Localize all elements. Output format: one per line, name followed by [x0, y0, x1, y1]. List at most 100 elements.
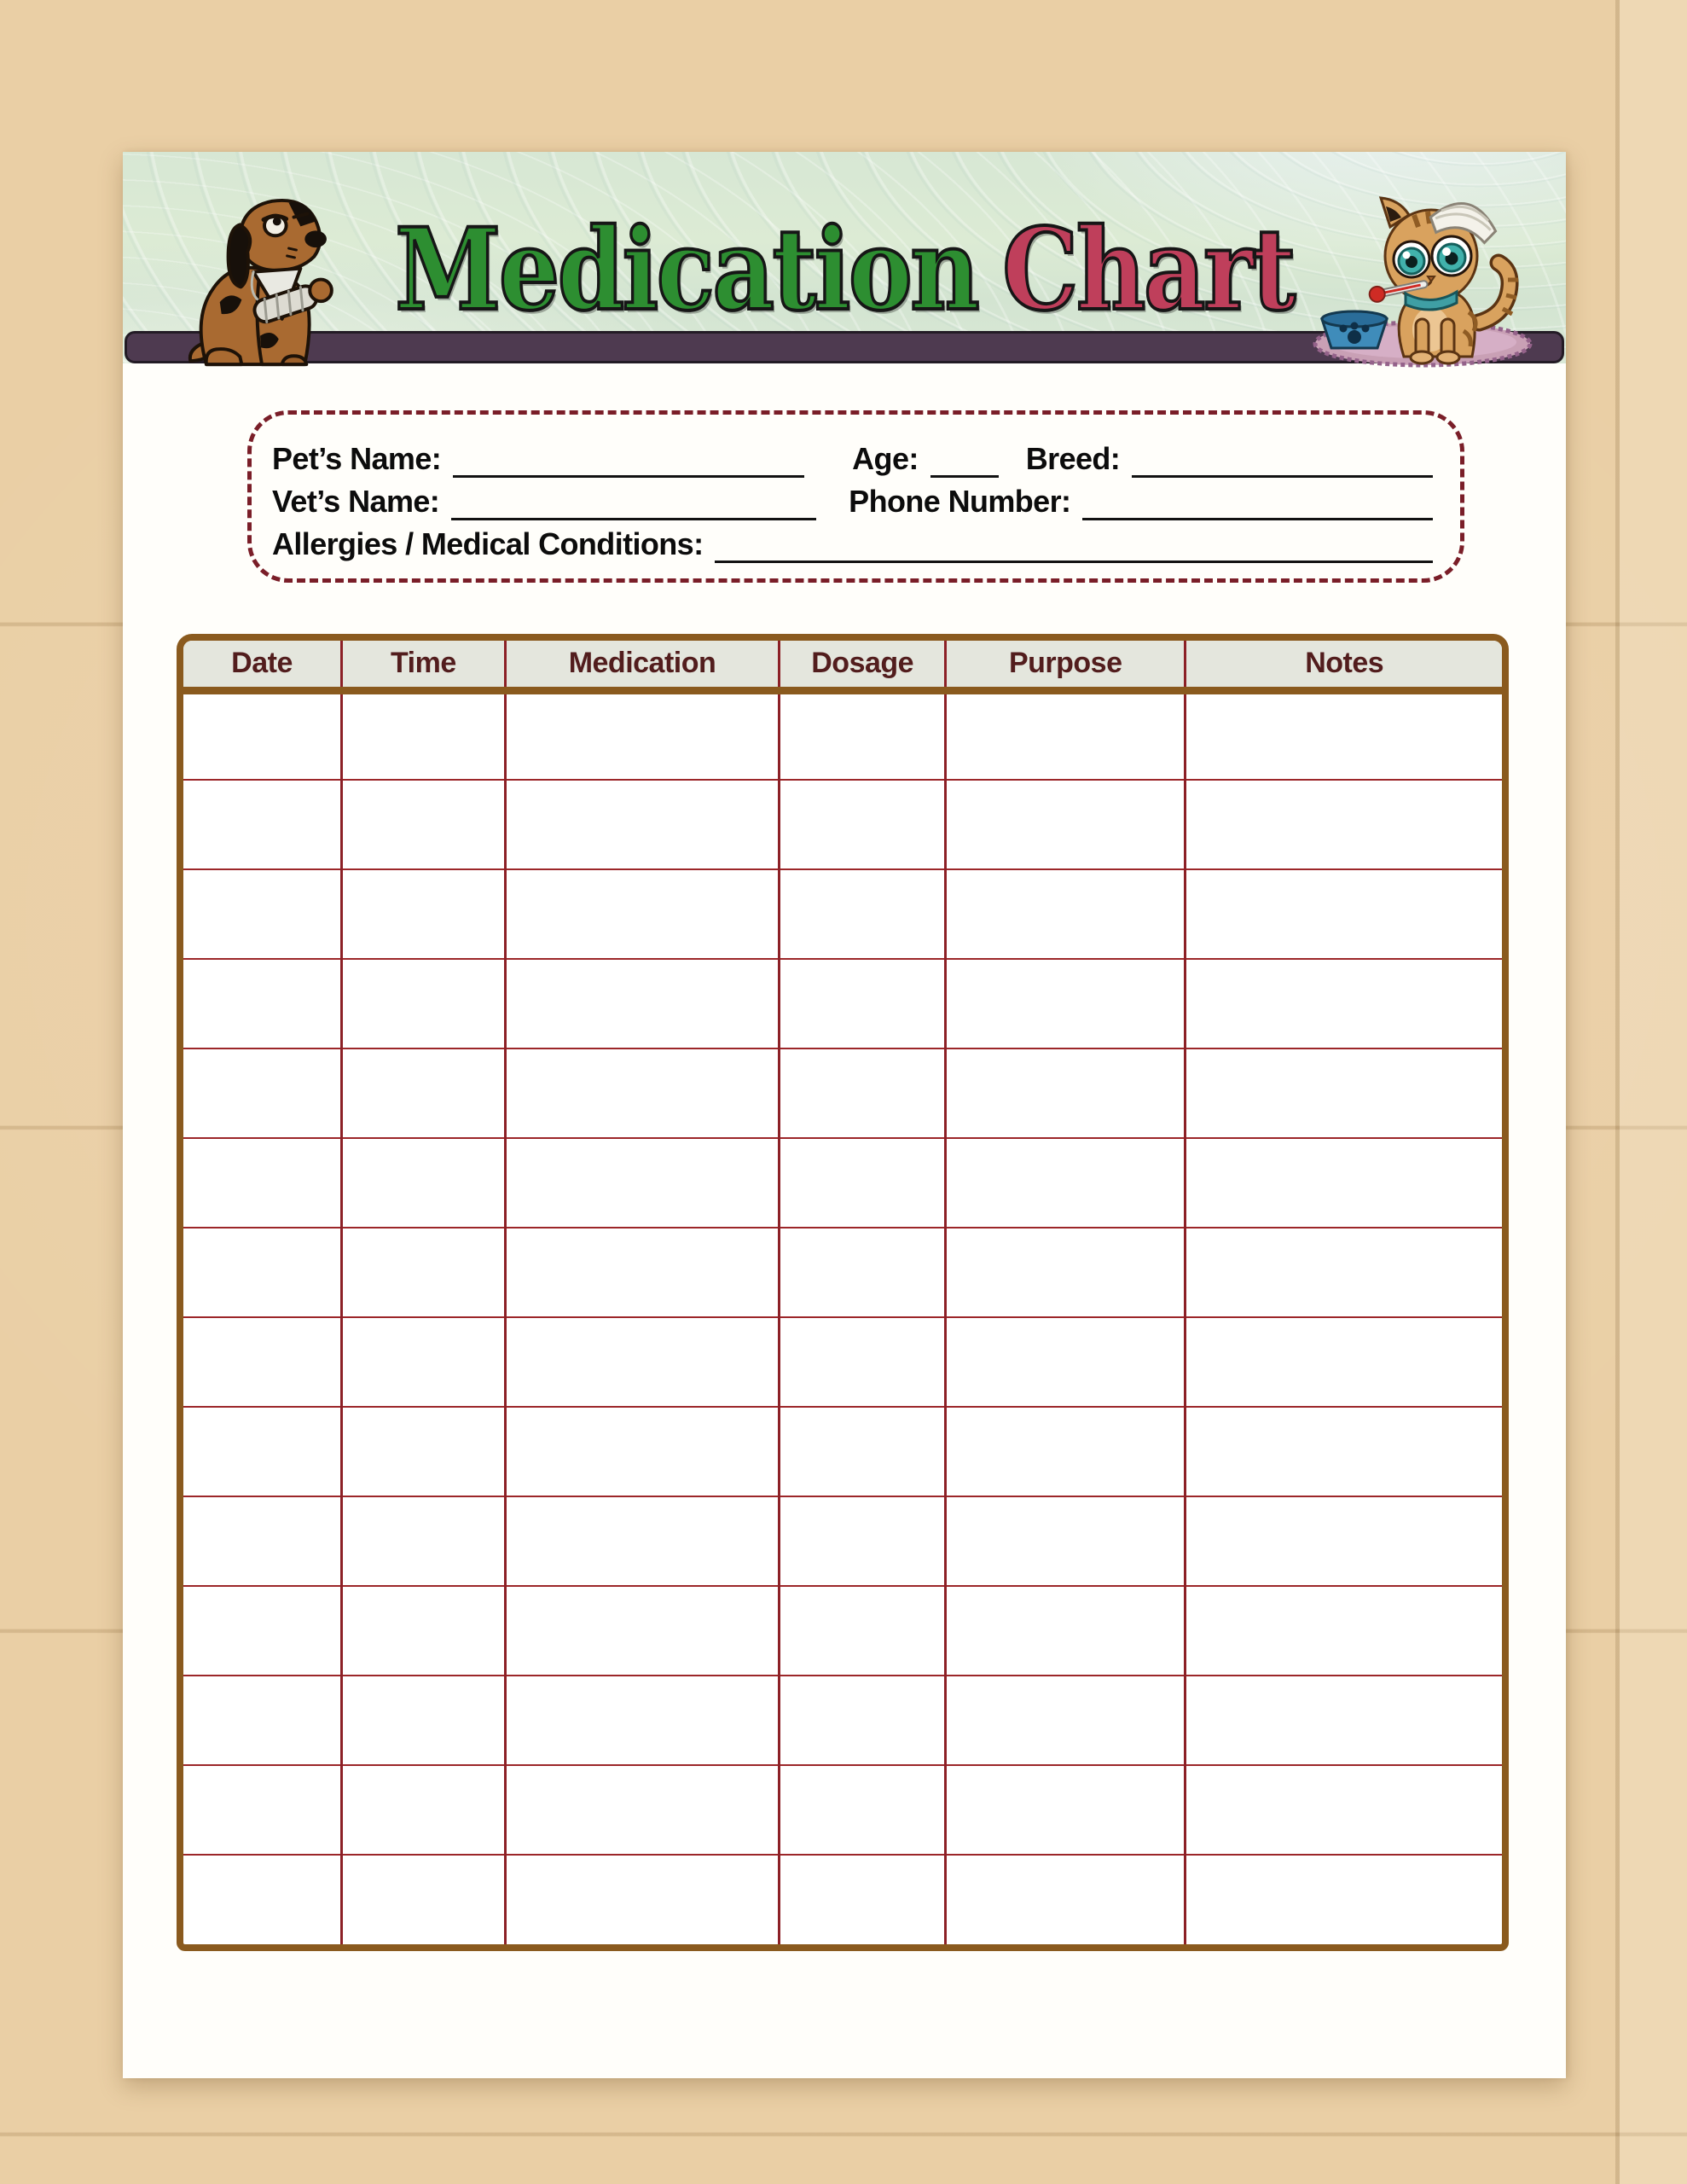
table-cell-blank	[340, 1496, 506, 1586]
table-cell-blank	[944, 1675, 1186, 1765]
table-cell-blank	[503, 779, 780, 869]
table-row	[183, 1496, 1502, 1586]
table-cell-blank	[340, 1227, 506, 1317]
table-cell-blank	[1184, 1406, 1502, 1496]
table-cell-blank	[183, 958, 342, 1048]
table-row	[183, 1854, 1502, 1944]
table-cell-blank	[503, 1406, 780, 1496]
table-cell-blank	[944, 690, 1186, 780]
col-header-notes: Notes	[1184, 641, 1502, 694]
table-cell-blank	[778, 1585, 946, 1676]
table-cell-blank	[340, 868, 506, 959]
title-word-chart: Chart	[1000, 204, 1297, 336]
header-banner: Medication Chart	[123, 152, 1566, 368]
table-cell-blank	[340, 1675, 506, 1765]
table-cell-blank	[183, 1048, 342, 1138]
table-cell-blank	[944, 1496, 1186, 1586]
pet-info-box: Pet’s Name: Age: Breed: Vet’s Name: Phon…	[247, 410, 1464, 583]
breed-label: Breed:	[1025, 441, 1121, 476]
table-cell-blank	[778, 1048, 946, 1138]
table-cell-blank	[183, 1316, 342, 1407]
table-cell-blank	[183, 868, 342, 959]
table-cell-blank	[183, 1496, 342, 1586]
table-row	[183, 868, 1502, 959]
injured-dog-illustration	[188, 199, 333, 367]
table-cell-blank	[1184, 779, 1502, 869]
table-row	[183, 1316, 1502, 1407]
head-bandage	[1429, 202, 1498, 245]
table-cell-blank	[340, 1406, 506, 1496]
table-cell-blank	[778, 1316, 946, 1407]
table-cell-blank	[183, 1137, 342, 1228]
breed-blank-line	[1132, 445, 1433, 478]
table-row	[183, 1406, 1502, 1496]
table-cell-blank	[944, 868, 1186, 959]
table-row	[183, 1585, 1502, 1676]
col-header-dosage: Dosage	[778, 641, 946, 694]
table-cell-blank	[944, 958, 1186, 1048]
pet-name-blank-line	[453, 445, 805, 478]
table-cell-blank	[503, 1137, 780, 1228]
table-row	[183, 690, 1502, 780]
table-cell-blank	[340, 1137, 506, 1228]
table-cell-blank	[503, 690, 780, 780]
table-cell-blank	[183, 1227, 342, 1317]
table-cell-blank	[183, 690, 342, 780]
table-cell-blank	[944, 1585, 1186, 1676]
table-cell-blank	[340, 1316, 506, 1407]
table-cell-blank	[1184, 1764, 1502, 1855]
table-cell-blank	[1184, 1854, 1502, 1944]
table-cell-blank	[340, 779, 506, 869]
medication-table-body	[183, 690, 1502, 1944]
table-cell-blank	[503, 1048, 780, 1138]
table-cell-blank	[778, 1137, 946, 1228]
age-blank-line	[930, 445, 999, 478]
thermometer	[1368, 280, 1429, 303]
info-row-2: Vet’s Name: Phone Number:	[272, 478, 1446, 520]
table-cell-blank	[503, 1316, 780, 1407]
table-cell-blank	[1184, 1585, 1502, 1676]
table-cell-blank	[503, 1764, 780, 1855]
allergies-blank-line	[715, 531, 1433, 563]
table-cell-blank	[944, 1406, 1186, 1496]
table-cell-blank	[778, 779, 946, 869]
allergies-label: Allergies / Medical Conditions:	[272, 526, 704, 561]
table-cell-blank	[778, 1854, 946, 1944]
table-cell-blank	[944, 1316, 1186, 1407]
table-cell-blank	[503, 1854, 780, 1944]
table-cell-blank	[503, 958, 780, 1048]
table-cell-blank	[340, 958, 506, 1048]
table-cell-blank	[183, 1585, 342, 1676]
col-header-date: Date	[183, 641, 342, 694]
vet-name-blank-line	[451, 488, 817, 520]
age-label: Age:	[852, 441, 919, 476]
phone-number-blank-line	[1082, 488, 1433, 520]
table-cell-blank	[944, 1227, 1186, 1317]
table-cell-blank	[503, 1585, 780, 1676]
table-cell-blank	[778, 1675, 946, 1765]
table-cell-blank	[944, 1048, 1186, 1138]
table-cell-blank	[503, 1675, 780, 1765]
medication-table: Date Time Medication Dosage Purpose Note…	[177, 634, 1509, 1951]
table-cell-blank	[1184, 1048, 1502, 1138]
table-cell-blank	[778, 958, 946, 1048]
table-row	[183, 1227, 1502, 1317]
table-cell-blank	[183, 1764, 342, 1855]
table-cell-blank	[1184, 1675, 1502, 1765]
table-row	[183, 779, 1502, 869]
table-cell-blank	[778, 1406, 946, 1496]
table-cell-blank	[503, 1227, 780, 1317]
table-cell-blank	[503, 1496, 780, 1586]
table-cell-blank	[1184, 1316, 1502, 1407]
table-cell-blank	[340, 1764, 506, 1855]
table-cell-blank	[778, 1227, 946, 1317]
table-row	[183, 1137, 1502, 1228]
table-cell-blank	[340, 1854, 506, 1944]
table-cell-blank	[1184, 958, 1502, 1048]
table-cell-blank	[183, 1675, 342, 1765]
col-header-purpose: Purpose	[944, 641, 1186, 694]
phone-number-label: Phone Number:	[849, 484, 1071, 519]
table-cell-blank	[944, 779, 1186, 869]
table-cell-blank	[1184, 1137, 1502, 1228]
injured-cat-illustration	[1313, 196, 1533, 368]
